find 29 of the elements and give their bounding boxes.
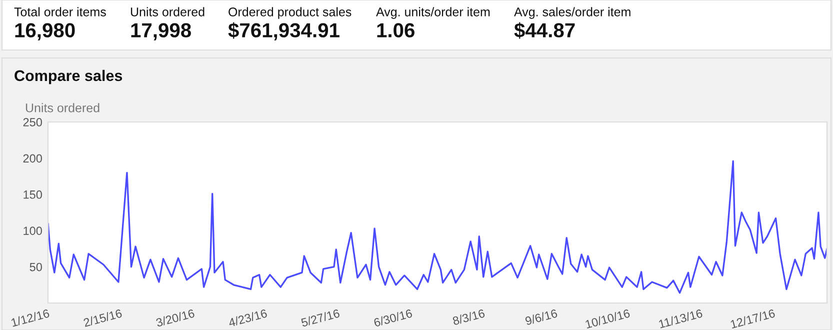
text: 17,998 bbox=[131, 23, 191, 40]
text: Ordered product sales bbox=[228, 7, 352, 19]
x-tick-label: 9/6/16 bbox=[524, 308, 558, 326]
x-tick-label: 5/27/16 bbox=[300, 308, 340, 328]
chart-title: Compare sales bbox=[14, 70, 122, 84]
x-tick-label: 3/20/16 bbox=[156, 308, 195, 328]
y-axis-title: Units ordered bbox=[26, 103, 100, 112]
x-tick-label: 8/3/16 bbox=[452, 308, 486, 326]
x-tick-label: 11/13/16 bbox=[658, 308, 703, 328]
y-tick-label: 250 bbox=[23, 118, 42, 126]
x-tick-label: 12/17/16 bbox=[730, 308, 776, 329]
y-tick-label: 200 bbox=[23, 154, 42, 163]
text: Avg. units/order item bbox=[376, 7, 490, 19]
x-tick-label: 6/30/16 bbox=[373, 308, 413, 327]
y-tick-label: 150 bbox=[24, 190, 42, 199]
text: 16,980 bbox=[15, 23, 75, 40]
line-series bbox=[48, 160, 827, 294]
x-tick-label: 2/15/16 bbox=[83, 308, 122, 327]
text: 1.06 bbox=[377, 23, 414, 38]
text: $44.87 bbox=[514, 22, 575, 39]
x-tick-label: 10/10/16 bbox=[585, 308, 630, 329]
text: $761,934.91 bbox=[228, 22, 340, 40]
text: Total order items bbox=[14, 7, 106, 16]
text: Units ordered bbox=[130, 7, 204, 16]
y-tick-label: 100 bbox=[24, 226, 42, 235]
x-tick-label: 1/12/16 bbox=[10, 308, 50, 327]
x-tick-label: 4/23/16 bbox=[228, 308, 268, 328]
text: Avg. sales/order item bbox=[514, 7, 630, 19]
y-tick-label: 50 bbox=[30, 262, 42, 272]
